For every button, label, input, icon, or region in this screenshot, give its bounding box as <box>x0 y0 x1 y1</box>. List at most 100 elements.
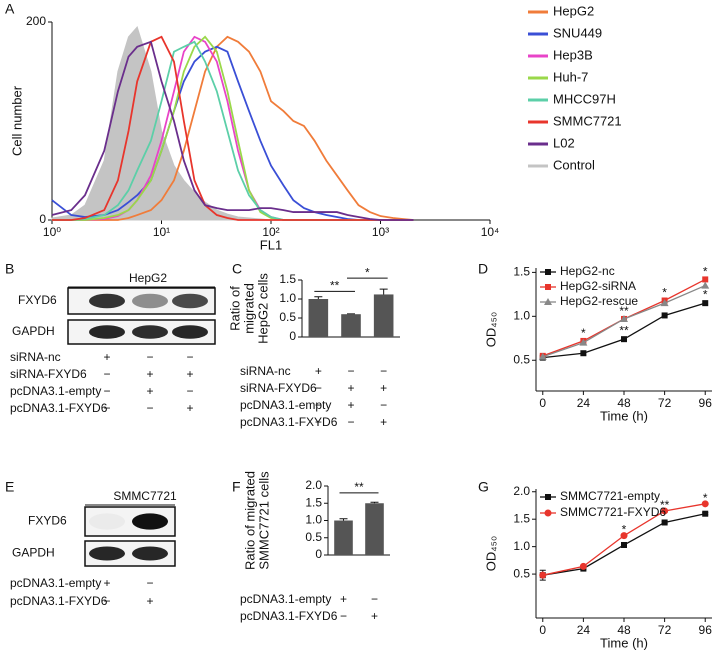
panel-letter: D <box>478 261 488 277</box>
y-axis-label: OD₄₅₀ <box>483 536 498 571</box>
condition-sign: + <box>380 381 387 395</box>
marker <box>621 541 627 548</box>
legend-label: HepG2 <box>553 3 594 18</box>
marker <box>660 299 669 307</box>
condition-label: pcDNA3.1-empty <box>240 398 331 412</box>
blot-band <box>172 325 208 339</box>
marker <box>544 509 552 517</box>
marker <box>545 494 551 500</box>
marker <box>538 352 547 360</box>
legend-label: Control <box>553 157 595 172</box>
y-tick-label: 1.5 <box>305 495 322 509</box>
condition-sign: + <box>380 415 387 429</box>
condition-sign: + <box>347 398 354 412</box>
condition-sign: − <box>103 384 110 398</box>
condition-sign: − <box>146 350 153 364</box>
x-tick-label: 48 <box>617 396 631 410</box>
condition-label: pcDNA3.1-FXYD6 <box>240 415 338 429</box>
x-tick-label: 10⁴ <box>481 225 500 239</box>
condition-label: siRNA-nc <box>240 364 291 378</box>
panel-letter: F <box>232 479 241 495</box>
condition-sign: − <box>347 415 354 429</box>
condition-sign: − <box>103 401 110 415</box>
legend-label: SNU449 <box>553 25 602 40</box>
legend-label: Huh-7 <box>553 69 588 84</box>
marker <box>539 571 547 579</box>
annotation: * <box>703 287 708 301</box>
bar <box>341 314 361 337</box>
panel-letter: G <box>478 479 489 495</box>
x-axis-label: Time (h) <box>600 635 648 650</box>
y-tick-label: 0.5 <box>513 352 530 366</box>
y-tick-label: 0.5 <box>305 530 322 544</box>
condition-sign: − <box>380 398 387 412</box>
error-bar <box>370 501 379 504</box>
marker <box>661 519 668 526</box>
condition-label: pcDNA3.1-empty <box>10 576 101 590</box>
y-tick-label: 1.5 <box>513 265 530 279</box>
condition-sign: − <box>371 592 378 606</box>
legend-label: SMMC7721-empty <box>560 489 660 503</box>
condition-label: pcDNA3.1-FXYD6 <box>240 609 338 623</box>
condition-label: pcDNA3.1-FXYD6 <box>10 594 108 608</box>
y-tick-label: 200 <box>26 14 46 28</box>
legend-label: HepG2-nc <box>560 264 615 278</box>
condition-sign: + <box>371 609 378 623</box>
error-bar <box>379 288 388 295</box>
line <box>52 35 414 221</box>
error-bar <box>314 296 323 299</box>
x-tick-label: 24 <box>577 396 591 410</box>
y-axis-label: OD₄₅₀ <box>483 312 498 347</box>
marker <box>702 510 709 517</box>
annotation: * <box>622 522 627 536</box>
y-axis-label: Ratio of migrated <box>242 471 257 570</box>
x-tick-label: 24 <box>577 623 591 637</box>
marker <box>580 350 587 357</box>
condition-label: siRNA-FXYD6 <box>10 367 87 381</box>
blot-band-label: FXYD6 <box>28 514 67 528</box>
condition-sign: + <box>103 576 110 590</box>
y-axis-label: SMMC7721 cells <box>256 471 271 570</box>
condition-label: pcDNA3.1-empty <box>240 592 331 606</box>
marker <box>579 562 587 570</box>
condition-sign: − <box>186 384 193 398</box>
x-tick-label: 0 <box>539 623 546 637</box>
condition-sign: + <box>186 367 193 381</box>
panel-letter: B <box>5 261 14 277</box>
marker <box>702 276 709 283</box>
blot-band-label: FXYD6 <box>18 293 57 307</box>
y-tick-label: 2.0 <box>305 478 322 492</box>
bracket-label: ** <box>354 480 364 494</box>
marker <box>621 336 627 343</box>
legend-label: Hep3B <box>553 47 593 62</box>
x-tick-label: 0 <box>539 396 546 410</box>
y-tick-label: 0.5 <box>513 566 530 580</box>
condition-sign: − <box>340 609 347 623</box>
y-tick-label: 0 <box>39 212 46 226</box>
annotation: ** <box>660 498 670 512</box>
x-tick-label: 10³ <box>372 225 389 239</box>
condition-sign: − <box>380 364 387 378</box>
y-tick-label: 1.0 <box>305 513 322 527</box>
y-tick-label: 1.5 <box>279 272 296 286</box>
blot-band-label: GAPDH <box>12 546 55 560</box>
bracket-label: ** <box>330 279 340 293</box>
condition-sign: − <box>315 381 322 395</box>
annotation: * <box>581 326 586 340</box>
y-tick-label: 0 <box>315 547 322 561</box>
condition-sign: − <box>146 401 153 415</box>
annotation: ** <box>619 323 629 337</box>
condition-label: siRNA-FXYD6 <box>240 381 317 395</box>
annotation: * <box>703 265 708 279</box>
condition-sign: + <box>146 384 153 398</box>
bar <box>308 299 329 337</box>
marker <box>661 312 668 319</box>
marker <box>701 281 710 289</box>
legend-label: HepG2-siRNA <box>560 279 636 293</box>
x-tick-label: 72 <box>658 396 672 410</box>
annotation: ** <box>619 304 629 318</box>
x-tick-label: 10¹ <box>153 225 170 239</box>
condition-sign: + <box>103 350 110 364</box>
x-tick-label: 48 <box>617 623 631 637</box>
